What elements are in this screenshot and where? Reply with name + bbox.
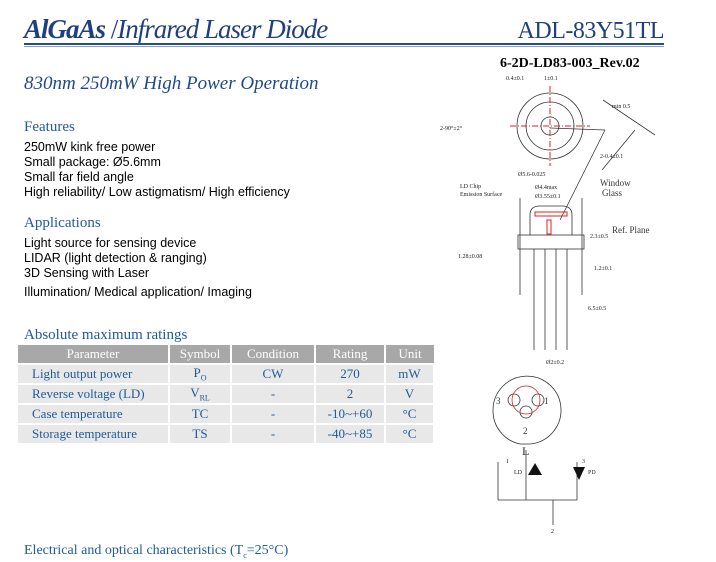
- dim-label: 2-0.4±0.1: [600, 154, 623, 160]
- cell-parameter: Light output power: [18, 363, 170, 384]
- cell-rating: 270: [315, 363, 386, 384]
- dim-label: Ø2±0.2: [546, 360, 564, 366]
- cell-symbol: TC: [169, 403, 232, 424]
- dim-label: 1.28±0.08: [458, 254, 482, 260]
- document-title: AlGaAs /Infrared Laser Diode: [24, 14, 328, 44]
- pin-label: 1: [544, 396, 549, 406]
- features-list: 250mW kink free power Small package: Ø5.…: [24, 140, 290, 200]
- col-parameter: Parameter: [18, 345, 170, 364]
- dim-label: 2-90°±2°: [440, 125, 463, 132]
- ratings-table: Parameter Symbol Condition Rating Unit L…: [18, 345, 435, 443]
- list-item: Small package: Ø5.6mm: [24, 155, 161, 169]
- list-item: LIDAR (light detection & ranging): [24, 251, 207, 265]
- title-rule: [24, 43, 664, 45]
- pin-label: 1: [506, 459, 509, 465]
- cell-unit: °C: [385, 423, 435, 443]
- cell-rating: -40~+85: [315, 423, 386, 443]
- ref-plane-label: Ref. Plane: [612, 225, 650, 235]
- title-rule-thin: [24, 46, 664, 47]
- dim-label: 1±0.1: [544, 76, 558, 82]
- list-item: 3D Sensing with Laser: [24, 266, 150, 280]
- table-row: Light output power PO CW 270 mW: [18, 363, 435, 384]
- dim-label: Ø4.4max: [535, 185, 557, 191]
- list-item: High reliability/ Low astigmatism/ High …: [24, 185, 290, 199]
- cell-symbol: PO: [169, 363, 232, 384]
- pd-label: PD: [588, 470, 596, 476]
- model-number: ADL-83Y51TL: [517, 18, 665, 44]
- dim-label: Ø5.6-0.025: [518, 172, 545, 178]
- cell-symbol: TS: [169, 423, 232, 443]
- table-row: Case temperature TC - -10~+60 °C: [18, 403, 435, 424]
- cell-unit: °C: [385, 403, 435, 424]
- cell-parameter: Case temperature: [18, 403, 170, 424]
- dim-label: 6.5±0.5: [588, 306, 606, 312]
- applications-heading: Applications: [24, 215, 101, 231]
- list-item: Illumination/ Medical application/ Imagi…: [24, 285, 252, 299]
- table-row: Reverse voltage (LD) VRL -2 V: [18, 383, 435, 404]
- applications-list: Light source for sensing device LIDAR (l…: [24, 236, 252, 300]
- cell-rating: -10~+60: [315, 403, 386, 424]
- col-symbol: Symbol: [169, 345, 232, 364]
- cell-unit: V: [385, 383, 435, 404]
- cell-condition: CW: [231, 363, 316, 384]
- electrical-heading: Electrical and optical characteristics (…: [24, 543, 289, 560]
- dim-label: 0.4±0.1: [506, 76, 524, 82]
- cell-symbol: VRL: [169, 383, 232, 404]
- cell-unit: mW: [385, 363, 435, 384]
- table-row: Storage temperature TS - -40~+85 °C: [18, 423, 435, 443]
- list-item: Small far field angle: [24, 170, 134, 184]
- col-condition: Condition: [231, 345, 316, 364]
- list-item: Light source for sensing device: [24, 236, 197, 250]
- glass-label: Glass: [602, 188, 622, 198]
- cell-condition: -: [231, 423, 316, 443]
- dim-label: 2.3±0.5: [590, 234, 608, 240]
- pin-label: 3: [496, 396, 501, 406]
- window-label: Window: [600, 178, 631, 188]
- ratings-heading: Absolute maximum ratings: [24, 327, 188, 343]
- cell-rating: 2: [315, 383, 386, 404]
- col-rating: Rating: [315, 345, 386, 364]
- subtitle: 830nm 250mW High Power Operation: [24, 73, 319, 94]
- list-item: 250mW kink free power: [24, 140, 156, 154]
- features-heading: Features: [24, 119, 75, 135]
- col-unit: Unit: [385, 345, 434, 364]
- l-label: L: [522, 444, 529, 458]
- pin-label: 2: [523, 426, 528, 436]
- dim-label: 1.2±0.1: [594, 266, 612, 272]
- pin-label: 2: [551, 529, 554, 535]
- cell-condition: -: [231, 403, 316, 424]
- cell-condition: -: [231, 383, 316, 404]
- ld-label: LD: [514, 470, 523, 476]
- ld-chip-label: LD Chip: [460, 184, 481, 190]
- cell-parameter: Reverse voltage (LD): [18, 383, 170, 404]
- cell-parameter: Storage temperature: [18, 423, 170, 443]
- dim-label: min 0.5: [612, 104, 630, 110]
- dim-label: Ø3.55±0.1: [535, 194, 561, 200]
- table-header-row: Parameter Symbol Condition Rating Unit: [18, 345, 434, 364]
- emission-label: Emission Surface: [460, 191, 502, 198]
- package-drawing: 0.4±0.1 1±0.1 min 0.5 2-0.4±0.1 Ø5.6-0.0…: [440, 76, 656, 535]
- pin-label: 3: [582, 459, 585, 465]
- document-id: 6-2D-LD83-003_Rev.02: [500, 56, 640, 71]
